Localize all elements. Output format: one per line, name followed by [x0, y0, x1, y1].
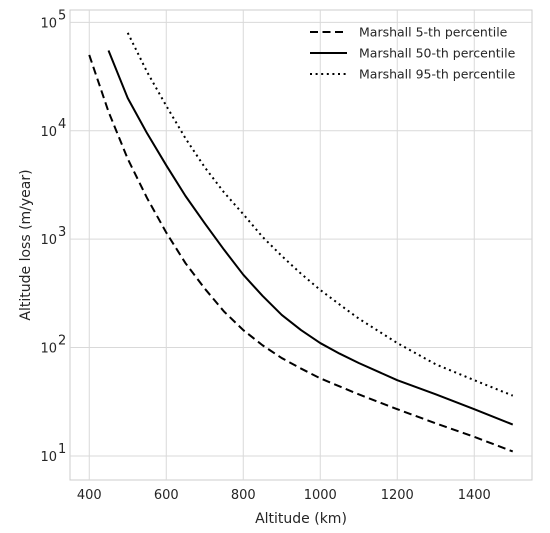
x-tick-label: 1000 — [304, 488, 337, 503]
series-line-1 — [88, 54, 514, 453]
y-tick-label: 10 — [40, 342, 57, 357]
x-tick-label: 600 — [154, 488, 179, 503]
series-line-3 — [126, 32, 514, 397]
y-tick-label: 10 — [40, 450, 57, 465]
legend-label-2: Marshall 50-th percentile — [359, 46, 516, 61]
x-tick-label: 400 — [77, 488, 102, 503]
y-tick-label: 10 — [40, 233, 57, 248]
legend: Marshall 5-th percentile Marshall 50-th p… — [310, 25, 516, 82]
y-tick-exponent: 2 — [58, 334, 66, 349]
series-line-2 — [107, 50, 514, 426]
y-tick-label: 10 — [40, 125, 57, 140]
grid — [70, 10, 532, 480]
y-tick-exponent: 1 — [58, 442, 66, 457]
y-tick-exponent: 4 — [58, 117, 66, 132]
y-tick-exponent: 3 — [58, 225, 66, 240]
legend-label-1: Marshall 5-th percentile — [359, 25, 508, 40]
x-tick-label: 800 — [231, 488, 256, 503]
y-tick-exponent: 5 — [58, 8, 66, 23]
legend-label-3: Marshall 95-th percentile — [359, 67, 516, 82]
x-axis-label: Altitude (km) — [255, 511, 347, 527]
y-tick-label: 10 — [40, 16, 57, 31]
x-tick-labels: 400 600 800 1000 1200 1400 — [77, 488, 491, 503]
x-tick-label: 1200 — [381, 488, 414, 503]
y-axis-label: Altitude loss (m/year) — [18, 169, 34, 320]
series-group — [88, 32, 514, 453]
x-tick-label: 1400 — [458, 488, 491, 503]
